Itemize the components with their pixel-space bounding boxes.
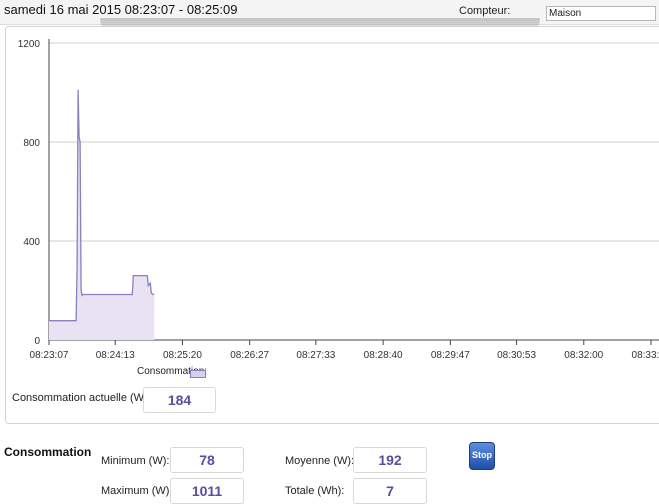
average-label: Moyenne (W):	[285, 455, 355, 467]
session-title: samedi 16 mai 2015 08:23:07 - 08:25:09	[4, 2, 238, 17]
x-tick-label: 08:29:47	[431, 350, 470, 361]
y-tick-label: 1200	[18, 39, 41, 50]
average-value: 192	[353, 447, 427, 473]
x-tick-label: 08:32:00	[564, 350, 603, 361]
consumption-chart: 0 400 800 1200 08:23:07 08:24:13 08:25:20 08:26…	[18, 39, 659, 361]
compteur-label: Compteur:	[459, 5, 511, 17]
y-tick-label: 400	[23, 237, 40, 248]
x-tick-label: 08:30:53	[497, 350, 536, 361]
x-tick-label: 08:33:07	[632, 350, 659, 361]
legend-label: Consommation:	[137, 366, 208, 377]
current-consumption-value: 184	[143, 387, 216, 413]
maximum-value: 1011	[170, 478, 244, 504]
compteur-select[interactable]: Maison	[546, 6, 656, 21]
x-tick-label: 08:24:13	[96, 350, 135, 361]
minimum-label: Minimum (W):	[101, 455, 170, 467]
x-tick-label: 08:28:40	[364, 350, 403, 361]
stop-button[interactable]: Stop	[469, 442, 495, 470]
current-consumption-label: Consommation actuelle (W):	[12, 392, 151, 404]
y-tick-label: 0	[34, 336, 40, 347]
total-label: Totale (Wh):	[285, 485, 345, 497]
chart-panel	[5, 26, 659, 424]
stats-section-title: Consommation	[4, 445, 92, 459]
x-tick-label: 08:23:07	[30, 350, 69, 361]
x-tick-label: 08:26:27	[230, 350, 269, 361]
maximum-label: Maximum (W):	[101, 485, 173, 497]
x-tick-label: 08:27:33	[296, 350, 335, 361]
minimum-value: 78	[170, 447, 244, 473]
legend-swatch	[190, 370, 206, 378]
x-tick-label: 08:25:20	[163, 350, 202, 361]
series-area	[49, 89, 155, 340]
total-value: 7	[353, 478, 427, 504]
series-line	[49, 89, 155, 322]
y-tick-label: 800	[23, 138, 40, 149]
